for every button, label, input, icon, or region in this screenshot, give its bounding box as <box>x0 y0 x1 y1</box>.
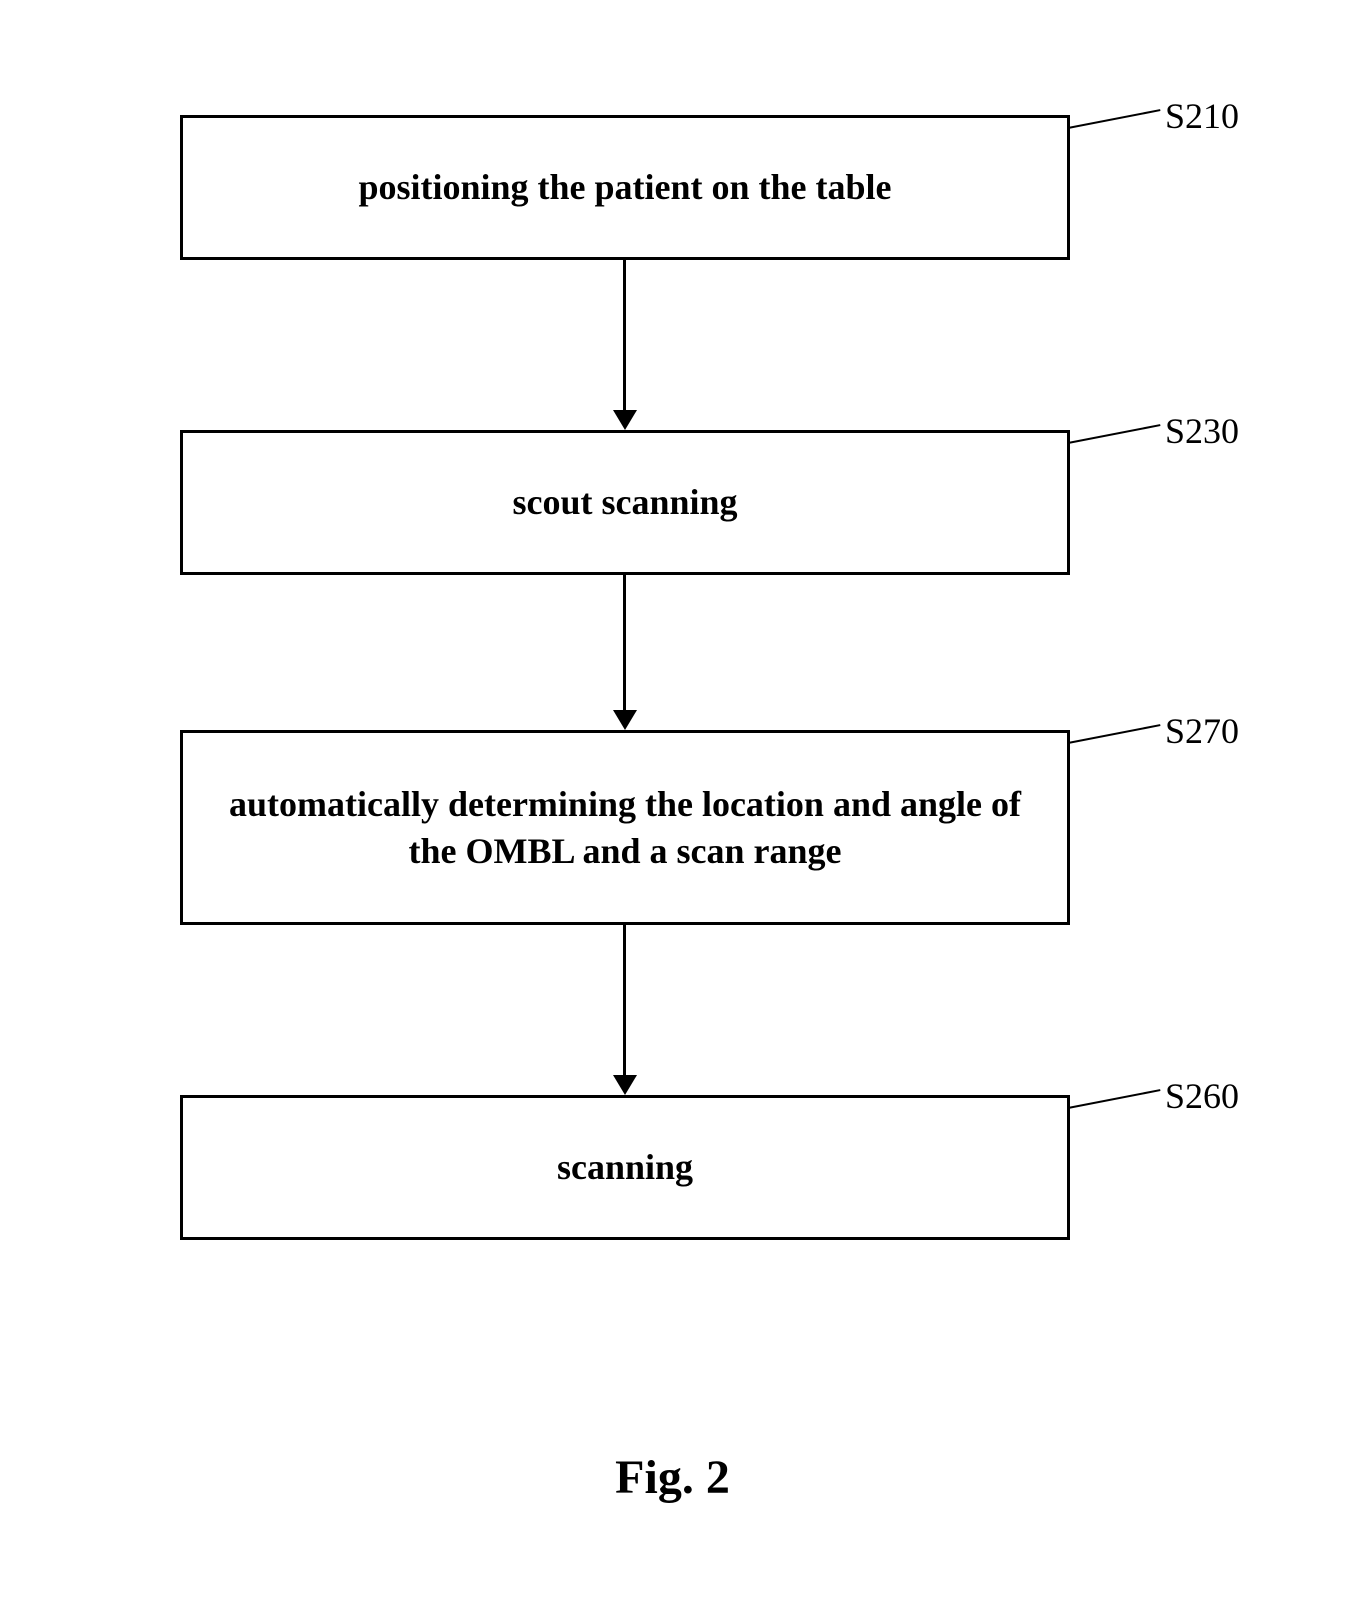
flowchart-node-s230: scout scanning <box>180 430 1070 575</box>
arrow-head <box>613 710 637 730</box>
node-text: automatically determining the location a… <box>203 781 1047 875</box>
flowchart-node-s210: positioning the patient on the table <box>180 115 1070 260</box>
label-line-s260 <box>1068 1089 1161 1109</box>
label-line-s230 <box>1068 424 1161 444</box>
arrow-line <box>623 925 626 1075</box>
label-line-s210 <box>1068 109 1161 129</box>
label-line-s270 <box>1068 724 1161 744</box>
node-text: positioning the patient on the table <box>358 164 891 211</box>
figure-caption: Fig. 2 <box>0 1450 1345 1505</box>
node-label-s210: S210 <box>1165 95 1239 137</box>
arrow-line <box>623 260 626 410</box>
flowchart-node-s260: scanning <box>180 1095 1070 1240</box>
node-label-s230: S230 <box>1165 410 1239 452</box>
node-label-s270: S270 <box>1165 710 1239 752</box>
arrow-head <box>613 410 637 430</box>
arrow-line <box>623 575 626 710</box>
flowchart-node-s270: automatically determining the location a… <box>180 730 1070 925</box>
node-text: scanning <box>557 1144 693 1191</box>
arrow-head <box>613 1075 637 1095</box>
node-label-s260: S260 <box>1165 1075 1239 1117</box>
flowchart-container: positioning the patient on the table S21… <box>0 0 1345 1605</box>
node-text: scout scanning <box>512 479 737 526</box>
